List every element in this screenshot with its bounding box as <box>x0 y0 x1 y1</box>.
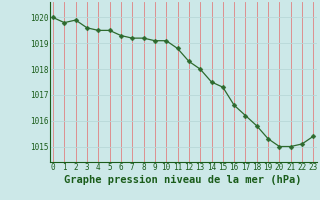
X-axis label: Graphe pression niveau de la mer (hPa): Graphe pression niveau de la mer (hPa) <box>64 175 302 185</box>
